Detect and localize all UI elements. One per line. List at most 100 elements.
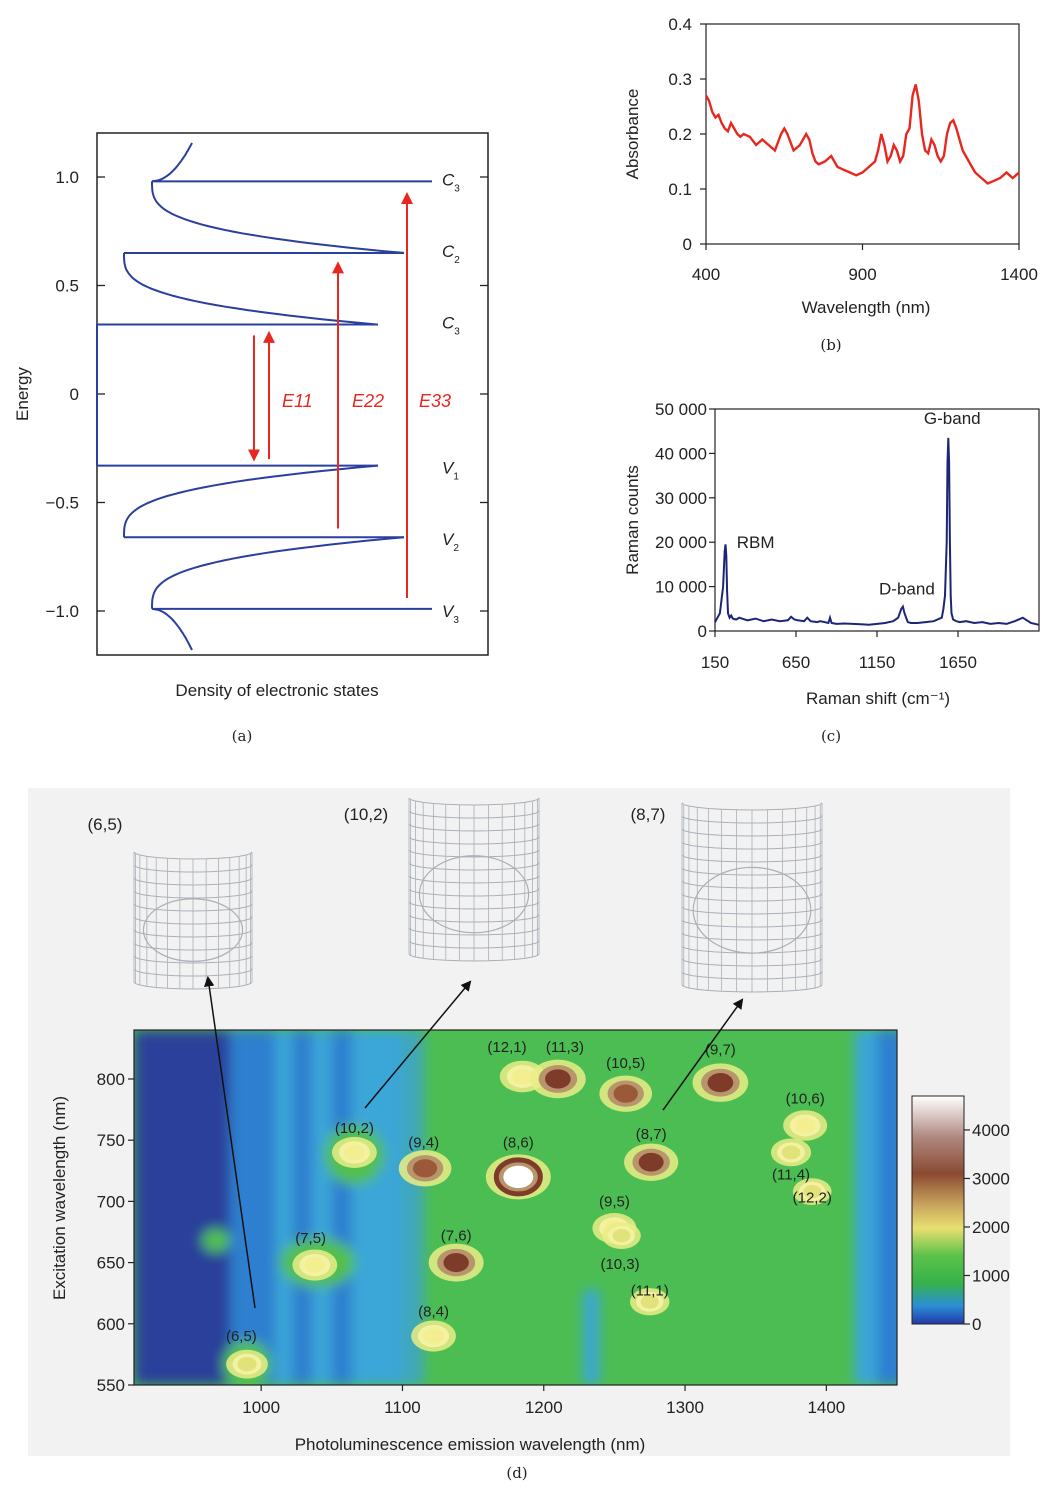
a-level-label-4: V2 — [442, 530, 459, 554]
nanotube-6-5-ring-3 — [134, 890, 253, 899]
colorbar-tick-label-0: 0 — [972, 1315, 981, 1334]
d-bg-transition — [402, 1030, 424, 1385]
nanotube-label-1: (10,2) — [344, 805, 388, 824]
b-ytick-label-1: 0.1 — [668, 180, 692, 199]
d-peak-core-11 — [707, 1072, 734, 1093]
panel-d-frame — [133, 1029, 898, 1386]
d-peak-label-3: (9,4) — [408, 1135, 439, 1152]
d-peak-core-7 — [545, 1069, 571, 1089]
d-peak-label-13: (9,5) — [599, 1193, 630, 1210]
d-peak-label-7: (11,3) — [546, 1039, 584, 1056]
d-ytick-label-2: 650 — [97, 1254, 125, 1273]
a-ytick-label-0: 1.0 — [55, 168, 79, 187]
colorbar-tick-label-4: 4000 — [972, 1121, 1010, 1140]
a-dos-curve-top — [151, 142, 193, 183]
nanotube-10-2-ring-1 — [409, 810, 540, 819]
d-xtick-label-2: 1200 — [525, 1398, 563, 1417]
c-xtick-label-1: 650 — [782, 653, 810, 672]
nanotube-label-2: (8,7) — [631, 805, 666, 824]
b-xtick-label-1: 900 — [848, 265, 876, 284]
nanotube-6-5 — [133, 851, 253, 990]
a-level-sub-2: 3 — [454, 327, 460, 338]
panel-d-ticks: 1000 1100 1200 1300 1400 550 600 650 700 750 800 — [97, 1070, 846, 1417]
b-xtick-label-0: 400 — [692, 265, 720, 284]
c-ytick-label-0: 0 — [698, 622, 707, 641]
panel-d-xlabel: Photoluminescence emission wavelength (n… — [295, 1435, 646, 1454]
a-dos-curve-bottom — [151, 607, 193, 651]
nanotube-label-0: (6,5) — [88, 815, 123, 834]
d-ytick-label-0: 550 — [97, 1376, 125, 1395]
d-peak-label-5: (8,4) — [418, 1304, 449, 1321]
nanotube-8-7-ring-1 — [682, 815, 823, 824]
panel-b-frame — [705, 23, 1020, 245]
a-level-label-2: C3 — [442, 314, 460, 338]
panel-d-peaks — [226, 1059, 832, 1379]
panel-c-raman-chart: 0 10 000 20 000 30 000 40 000 50 000 150 650 115… — [623, 400, 1040, 745]
d-peak-label-17: (11,1) — [631, 1283, 669, 1300]
nanotube-10-2-ring-0 — [408, 797, 540, 806]
d-peak-label-12: (10,6) — [786, 1091, 825, 1108]
b-ytick-label-0: 0 — [683, 235, 692, 254]
d-ytick-label-1: 600 — [97, 1315, 125, 1334]
nanotube-10-2-ring-5 — [409, 862, 540, 871]
d-peak-label-9: (10,5) — [606, 1055, 645, 1072]
c-annotation-dband: D-band — [879, 580, 935, 599]
pointer-arrow-10-2 — [364, 980, 472, 1109]
panel-d-ylabel: Excitation wavelength (nm) — [50, 1096, 69, 1300]
panel-c-ticks: 0 10 000 20 000 30 000 40 000 50 000 150 650 115… — [655, 400, 977, 672]
panel-a-ylabel: Energy — [13, 367, 32, 421]
a-dos-curve-1 — [123, 252, 379, 326]
c-ytick-label-5: 50 000 — [655, 400, 707, 419]
d-peak-label-0: (6,5) — [226, 1328, 257, 1345]
a-level-sub-5: 3 — [453, 615, 459, 626]
panel-c-xlabel: Raman shift (cm⁻¹) — [806, 689, 950, 708]
d-bg-right-dark — [877, 1030, 897, 1385]
a-ytick-label-4: −1.0 — [45, 602, 79, 621]
d-peak-core-10 — [638, 1152, 664, 1172]
nanotube-8-7-opening — [692, 866, 812, 954]
d-peak-label-6: (12,1) — [487, 1039, 526, 1056]
d-xtick-label-1: 1100 — [384, 1398, 421, 1417]
d-bg-streak-1 — [292, 1030, 313, 1385]
panel-d-pointer-arrows — [203, 975, 744, 1309]
d-peak-label-8: (8,6) — [503, 1135, 534, 1152]
d-peak-core-12 — [794, 1117, 816, 1134]
c-ytick-label-3: 30 000 — [655, 489, 707, 508]
d-xtick-label-0: 1000 — [242, 1398, 280, 1417]
d-peak-core-5 — [423, 1328, 444, 1344]
a-dos-curve-0 — [151, 181, 405, 254]
a-ytick-label-1: 0.5 — [55, 277, 79, 296]
panel-a-xlabel: Density of electronic states — [175, 681, 378, 700]
a-transition-label-0: E11 — [282, 391, 313, 411]
c-annotation-gband: G-band — [924, 409, 981, 428]
nanotube-8-7-ring-0 — [681, 802, 823, 811]
panel-a-dos-curves — [96, 142, 432, 651]
d-peak-label-14: (11,4) — [772, 1166, 810, 1183]
nanotube-8-7-ring-5 — [682, 867, 823, 876]
d-peak-label-1: (7,5) — [295, 1230, 326, 1247]
d-peak-core-6 — [512, 1068, 534, 1085]
panel-d-pl-map: (6,5) (10,2) (8,7) 1000 1100 1200 1300 1400 550… — [50, 797, 1010, 1482]
panel-d-caption: (d) — [506, 1464, 527, 1482]
d-peak-core-14 — [781, 1145, 801, 1160]
nanotube-10-2-ring-11 — [409, 940, 540, 949]
b-xtick-label-2: 1400 — [1000, 265, 1038, 284]
c-xtick-label-0: 150 — [701, 653, 729, 672]
nanotube-6-5-ring-9 — [134, 968, 253, 977]
panel-d-peak-labels: (6,5) (7,5) (10,2) (9,4) (7,6) (8,4) (12,1) (11… — [226, 1039, 832, 1345]
d-peak-core-16 — [612, 1228, 631, 1243]
d-peak-core-3 — [412, 1159, 438, 1178]
d-peak-core-ring-8 — [493, 1157, 543, 1197]
colorbar-tick-label-3: 3000 — [972, 1169, 1010, 1188]
panel-b-absorbance-chart: 0 0.1 0.2 0.3 0.4 400 900 1400 Absorbance Wavel… — [623, 15, 1038, 354]
nanotube-10-2-opening — [418, 855, 530, 934]
panel-c-caption: (c) — [821, 727, 841, 745]
panel-a-dos-chart: 1.0 0.5 0 −0.5 −1.0 C3 C2 C3 V1 V2 V3 E11 E22 E33 E… — [13, 132, 489, 745]
nanotube-6-5-opening — [142, 898, 244, 962]
a-ytick-label-3: −0.5 — [45, 494, 79, 513]
d-ytick-label-3: 700 — [97, 1192, 125, 1211]
panel-a-caption: (a) — [232, 727, 253, 745]
d-bg-lower-streak — [583, 1290, 600, 1385]
a-dos-curve-2 — [151, 536, 405, 609]
